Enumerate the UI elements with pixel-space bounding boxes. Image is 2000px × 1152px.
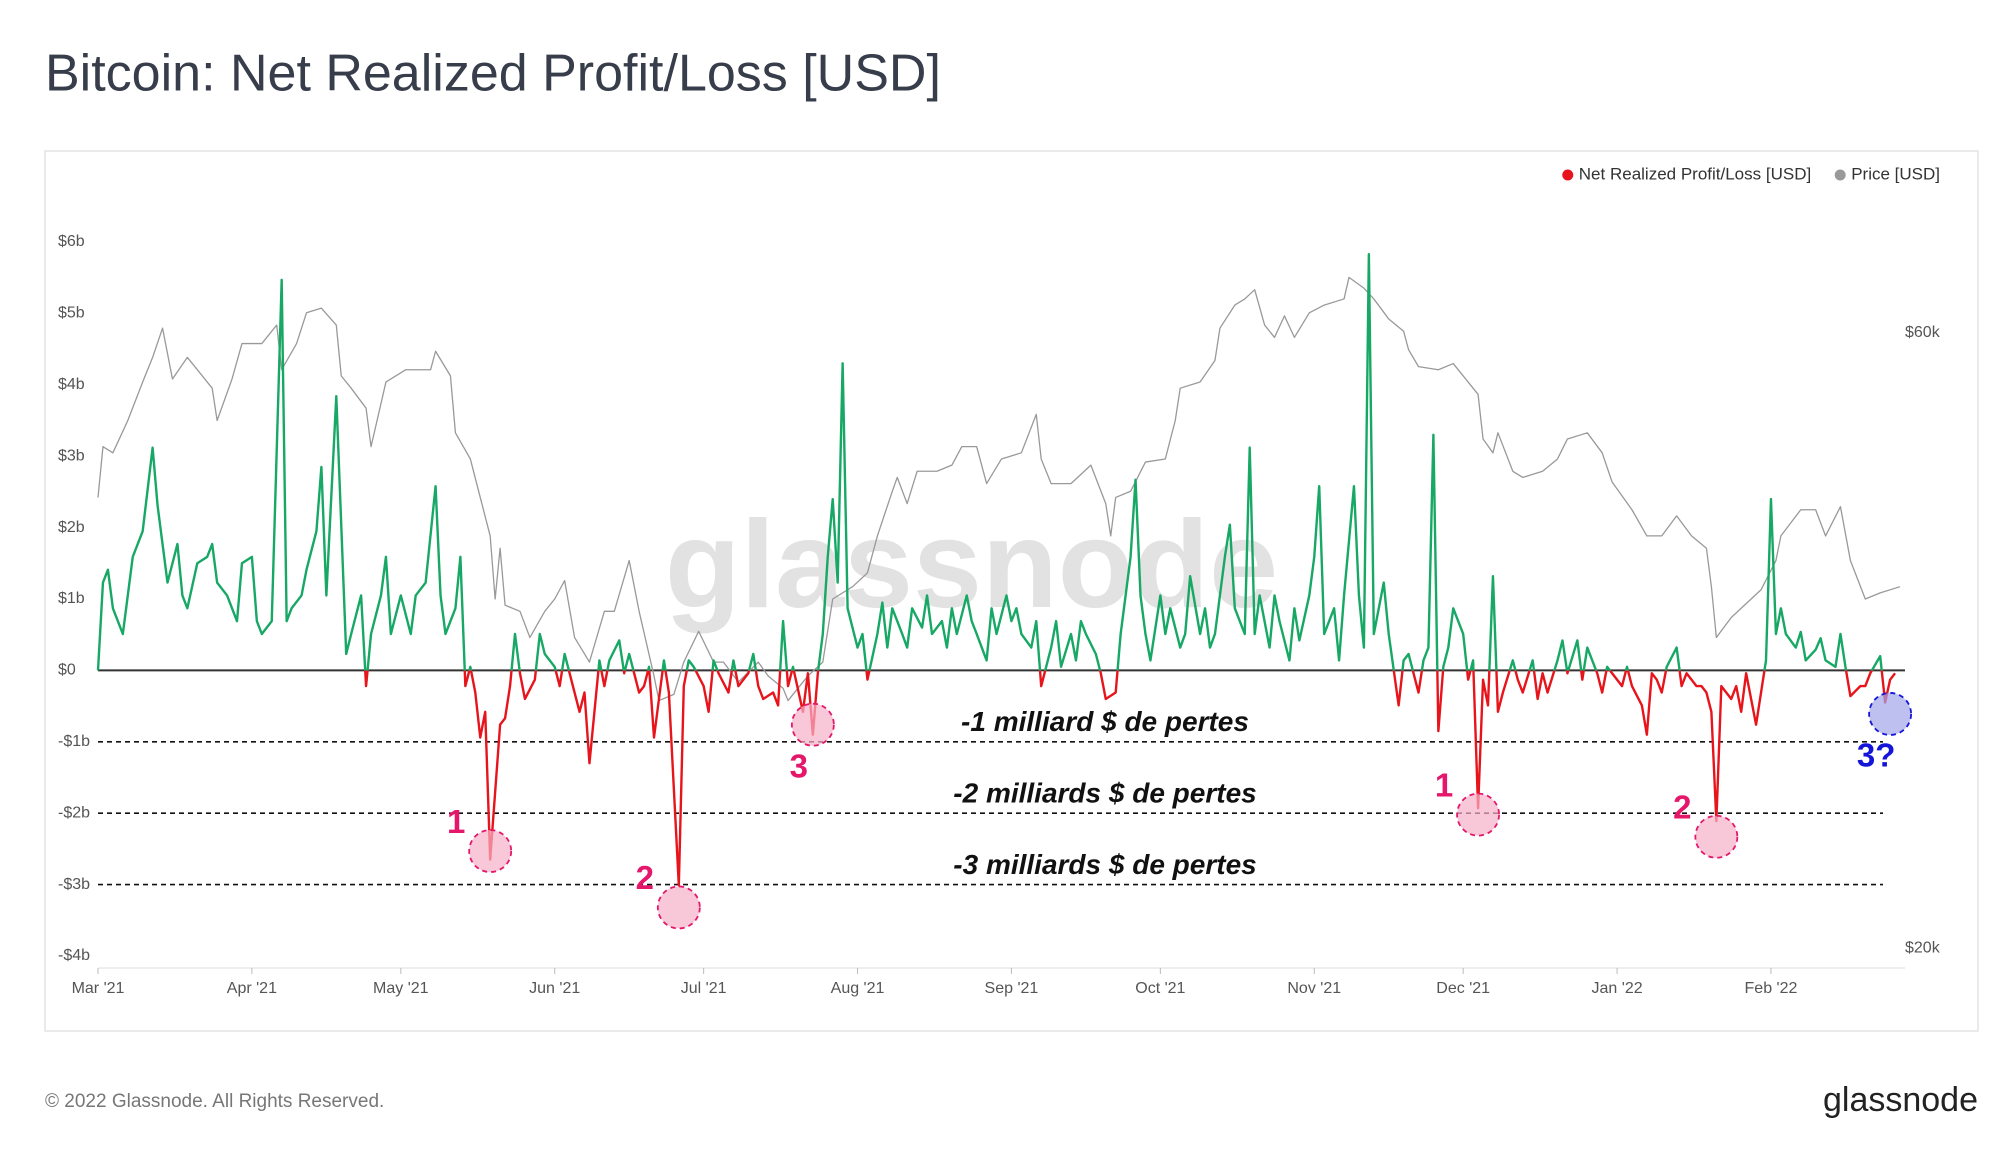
y2-tick-label: $20k: [1905, 940, 1941, 957]
y-tick-label: $3b: [58, 447, 85, 464]
marker-label: 1: [447, 803, 465, 840]
y-tick-label: $1b: [58, 590, 85, 607]
legend-swatch: [1562, 169, 1574, 181]
y-tick-label: -$1b: [58, 733, 90, 750]
y-tick-label: -$2b: [58, 804, 90, 821]
y-tick-label: -$4b: [58, 947, 90, 964]
logo: glassnode: [1823, 1081, 1978, 1119]
x-tick-label: Jul '21: [681, 980, 727, 997]
x-tick-label: Jan '22: [1592, 980, 1643, 997]
reference-label: -3 milliards $ de pertes: [953, 849, 1256, 880]
y-tick-label: $0: [58, 662, 76, 679]
y2-tick-label: $60k: [1905, 324, 1941, 341]
marker-circle: [1456, 792, 1500, 837]
marker-circle: [790, 702, 835, 747]
x-tick-label: Dec '21: [1436, 980, 1490, 997]
price-line: [97, 276, 1901, 702]
y-tick-label: $5b: [58, 305, 85, 322]
watermark: glassnode: [665, 496, 1278, 634]
marker-circle: [1868, 692, 1913, 736]
reference-label: -2 milliards $ de pertes: [953, 778, 1256, 809]
x-tick-label: Oct '21: [1135, 980, 1185, 997]
chart-title: Bitcoin: Net Realized Profit/Loss [USD]: [45, 45, 941, 103]
x-tick-label: Jun '21: [529, 980, 580, 997]
reference-label: -1 milliard $ de pertes: [961, 706, 1249, 737]
y-tick-label: -$3b: [58, 876, 90, 893]
x-tick-label: Mar '21: [72, 980, 125, 997]
marker-label: 2: [1673, 788, 1691, 825]
legend-swatch: [1834, 169, 1846, 181]
y-tick-label: $4b: [58, 376, 85, 393]
x-tick-label: Nov '21: [1287, 980, 1341, 997]
x-tick-label: Sep '21: [985, 980, 1039, 997]
x-tick-label: Feb '22: [1745, 980, 1798, 997]
chart-frame: [44, 150, 1979, 1032]
marker-label: 3?: [1857, 737, 1896, 774]
marker-label: 3: [790, 747, 808, 784]
legend-label: Price [USD]: [1851, 164, 1940, 183]
x-tick-label: Apr '21: [227, 980, 277, 997]
marker-circle: [1694, 814, 1739, 859]
x-tick-label: May '21: [373, 980, 429, 997]
legend-label: Net Realized Profit/Loss [USD]: [1579, 164, 1811, 183]
marker-circle: [468, 829, 513, 873]
y-tick-label: $6b: [58, 233, 85, 250]
marker-circle: [656, 885, 701, 930]
marker-label: 2: [636, 859, 654, 896]
x-tick-label: Aug '21: [831, 980, 885, 997]
marker-label: 1: [1435, 766, 1453, 803]
footer: © 2022 Glassnode. All Rights Reserved.: [45, 1091, 384, 1112]
series-line: [96, 252, 1897, 887]
y-tick-label: $2b: [58, 519, 85, 536]
